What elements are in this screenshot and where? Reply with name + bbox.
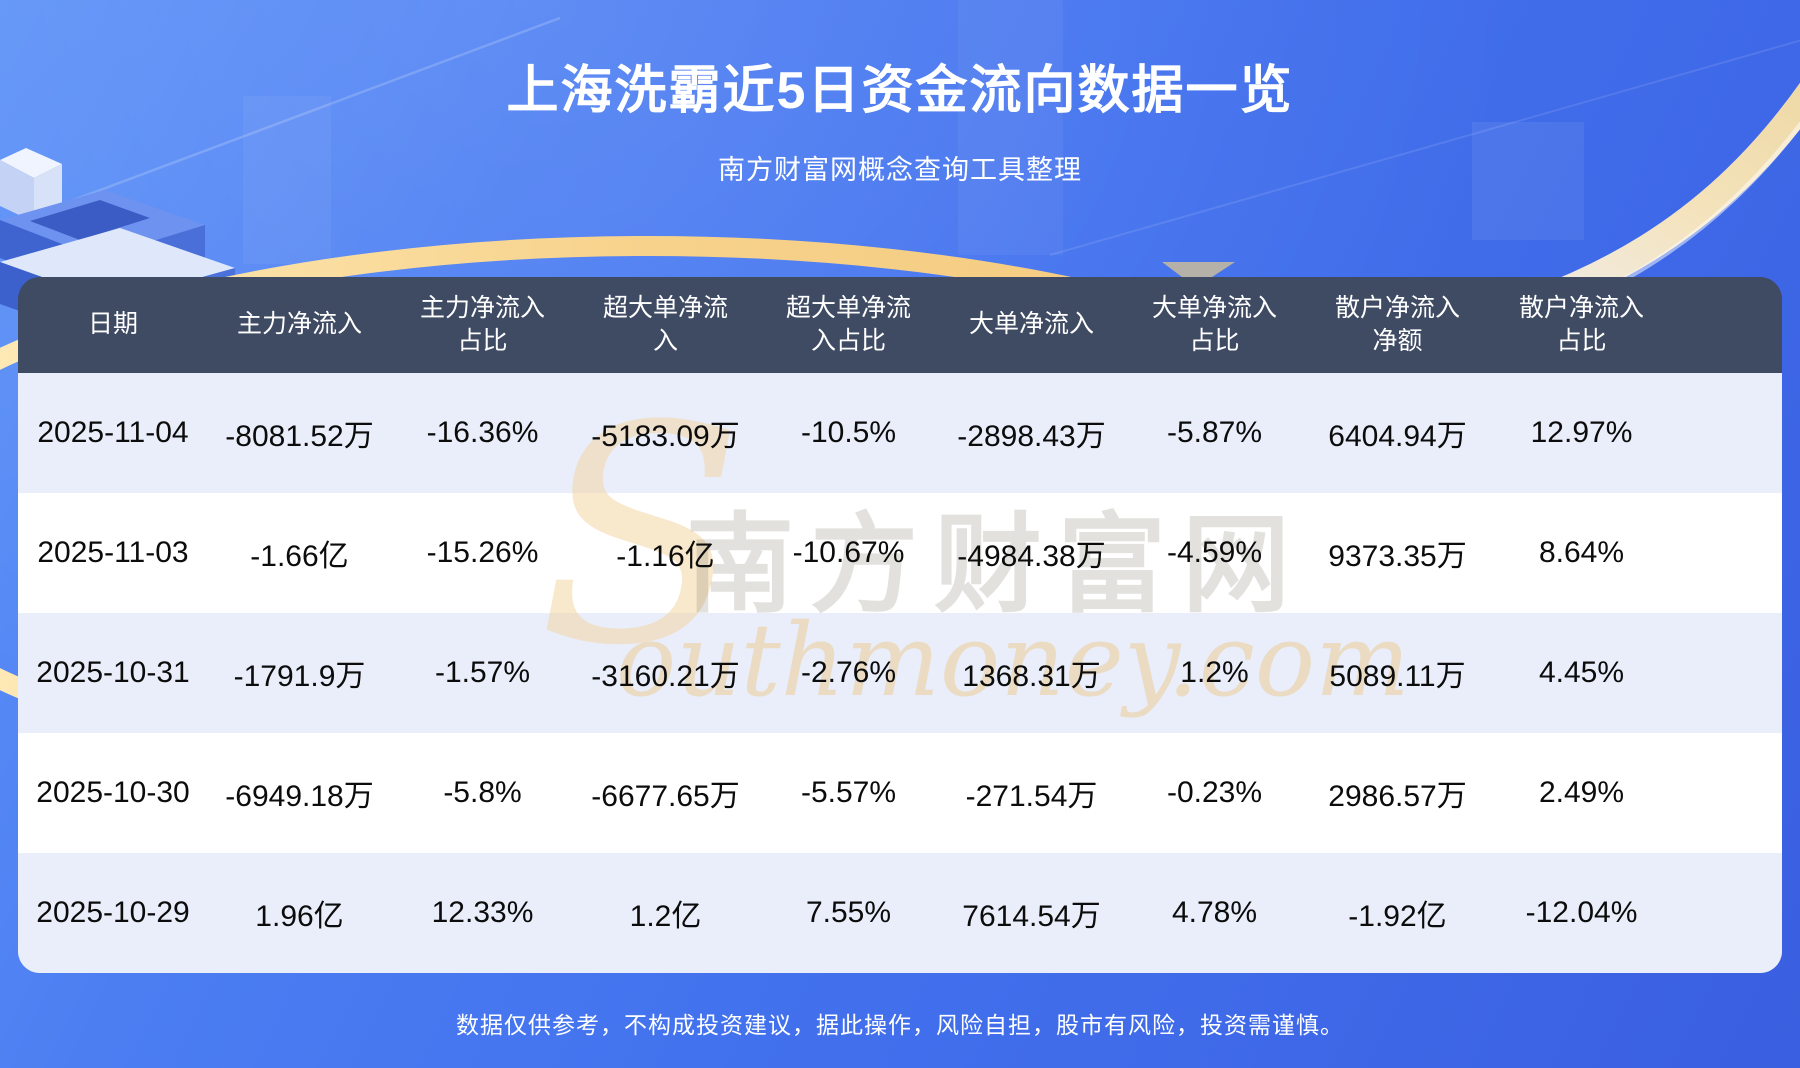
value-cell: 1.2亿 <box>629 900 702 933</box>
value-cell: 1368.31万 <box>962 660 1101 693</box>
light-panel <box>958 0 1063 255</box>
table-row-stripe <box>18 853 1782 973</box>
column-header-8: 散户净流入 占比 <box>1518 293 1644 356</box>
fund-flow-table: 日期 主力净流入 主力净流入 占比 超大单净流 入超大单净流 入占比 大单净流入 大单净流… <box>18 277 1782 973</box>
value-cell: -6677.65万 <box>591 780 740 813</box>
value-cell: -10.5% <box>800 416 897 449</box>
page-subtitle: 南方财富网概念查询工具整理 <box>718 155 1082 185</box>
value-cell: -1791.9万 <box>233 660 366 693</box>
value-cell: -0.23% <box>1166 776 1263 809</box>
value-cell: 6404.94万 <box>1328 420 1467 453</box>
column-header-1: 主力净流入 <box>236 310 362 339</box>
light-panel <box>243 96 331 264</box>
light-panel <box>1472 122 1584 240</box>
value-cell: 7614.54万 <box>962 900 1101 933</box>
value-cell: 4.78% <box>1171 896 1258 929</box>
value-cell: 2986.57万 <box>1328 780 1467 813</box>
value-cell: -8081.52万 <box>225 420 374 453</box>
column-header-5: 大单净流入 <box>968 310 1094 339</box>
table-row-stripe <box>18 733 1782 853</box>
value-cell: -271.54万 <box>965 780 1098 813</box>
diagonal-streak <box>1049 39 1800 256</box>
value-cell: -1.66亿 <box>250 540 349 573</box>
column-header-3: 超大单净流 入 <box>602 293 728 356</box>
column-header-7: 散户净流入 净额 <box>1334 293 1460 356</box>
table-row-stripe <box>18 373 1782 493</box>
value-cell: -16.36% <box>426 416 539 449</box>
date-cell: 2025-10-31 <box>36 656 190 689</box>
wedge-decoration <box>1162 262 1235 277</box>
table-body: S 南方财富网 outhmoney.com 2025-11-04 -8081.52… <box>18 373 1782 973</box>
date-cell: 2025-10-30 <box>36 776 190 809</box>
date-cell: 2025-11-03 <box>37 536 189 569</box>
value-cell: -2.76% <box>800 656 897 689</box>
value-cell: -3160.21万 <box>591 660 740 693</box>
value-cell: -15.26% <box>426 536 539 569</box>
value-cell: -2898.43万 <box>957 420 1106 453</box>
value-cell: 1.2% <box>1180 656 1249 689</box>
value-cell: 5089.11万 <box>1329 660 1466 693</box>
page-title: 上海洗霸近5日资金流向数据一览 <box>506 62 1294 120</box>
disclaimer-text: 数据仅供参考，不构成投资建议，据此操作，风险自担，股市有风险，投资需谨慎。 <box>456 1012 1344 1038</box>
value-cell: 12.33% <box>431 896 534 929</box>
table-row-stripe <box>18 493 1782 613</box>
value-cell: -4.59% <box>1166 536 1263 569</box>
table-row-stripe <box>18 613 1782 733</box>
value-cell: 12.97% <box>1530 416 1633 449</box>
value-cell: -5.8% <box>443 776 522 809</box>
column-header-6: 大单净流入 占比 <box>1151 293 1277 356</box>
date-cell: 2025-11-04 <box>37 416 189 449</box>
column-header-0: 日期 <box>87 310 138 339</box>
value-cell: -1.16亿 <box>616 540 715 573</box>
value-cell: 7.55% <box>805 896 892 929</box>
table-rows: 2025-11-04 -8081.52万 -16.36% -5183.09万 -10.5… <box>18 373 1782 973</box>
value-cell: -5.57% <box>800 776 897 809</box>
value-cell: -6949.18万 <box>225 780 374 813</box>
value-cell: 1.96亿 <box>255 900 344 933</box>
value-cell: 9373.35万 <box>1328 540 1467 573</box>
table-header-row: 日期 主力净流入 主力净流入 占比 超大单净流 入超大单净流 入占比 大单净流入 大单净流… <box>18 277 1782 373</box>
value-cell: 2.49% <box>1538 776 1625 809</box>
value-cell: -12.04% <box>1525 896 1638 929</box>
value-cell: 8.64% <box>1538 536 1625 569</box>
value-cell: -1.57% <box>434 656 531 689</box>
column-header-2: 主力净流入 占比 <box>419 293 545 356</box>
column-header-4: 超大单净流 入占比 <box>785 293 911 356</box>
row-stripes <box>18 373 1782 973</box>
value-cell: -10.67% <box>792 536 905 569</box>
value-cell: -1.92亿 <box>1348 900 1447 933</box>
value-cell: -5.87% <box>1166 416 1263 449</box>
date-cell: 2025-10-29 <box>36 896 190 929</box>
value-cell: -4984.38万 <box>957 540 1106 573</box>
value-cell: 4.45% <box>1538 656 1625 689</box>
value-cell: -5183.09万 <box>591 420 740 453</box>
